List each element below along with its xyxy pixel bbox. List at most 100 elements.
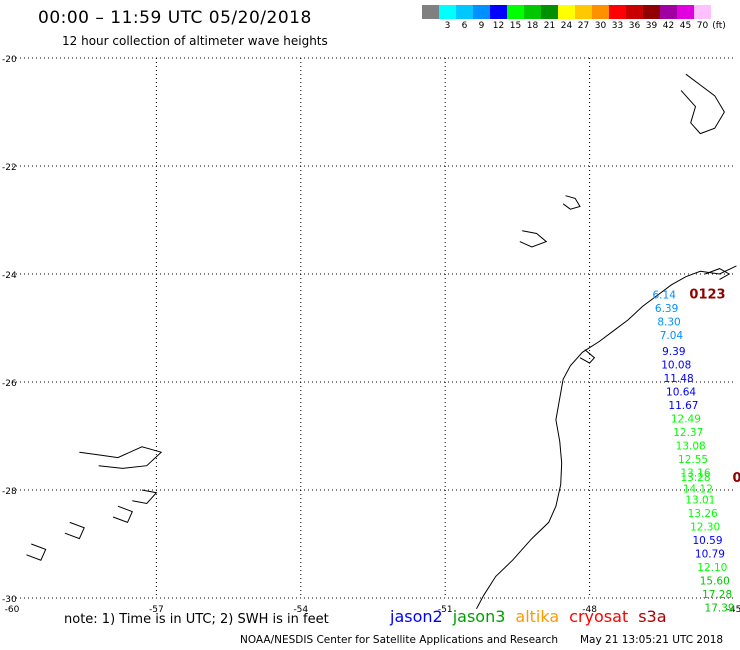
legend-swatch [473, 5, 490, 19]
legend-swatch [439, 5, 456, 19]
wave-height-label: 13.01 [685, 495, 715, 507]
grid-layer [12, 57, 734, 599]
legend-swatch [592, 5, 609, 19]
wave-height-label: 10.59 [692, 535, 722, 547]
legend-swatch [456, 5, 473, 19]
legend-swatch [507, 5, 524, 19]
island-outline [64, 521, 85, 540]
legend-tick-label: 39 [645, 21, 658, 31]
legend-tick-label: 3 [444, 21, 451, 31]
legend-tick-label: 30 [594, 21, 607, 31]
satellite-label: jason2 [390, 607, 443, 626]
wave-height-label: 17.39 [705, 603, 735, 615]
legend-tick-label: 9 [478, 21, 485, 31]
wave-height-label: 12.10 [697, 562, 727, 574]
satellite-label: s3a [638, 607, 667, 626]
wave-height-label: 13.26 [688, 508, 718, 520]
legend-swatch [677, 5, 694, 19]
legend-swatch [490, 5, 507, 19]
y-tick-label: -28 [2, 487, 17, 497]
legend-swatches [422, 5, 740, 19]
legend-tick-label: 24 [560, 21, 573, 31]
island-outline [112, 505, 134, 524]
wave-height-label: 6.39 [655, 303, 678, 315]
wave-height-label: 11.48 [664, 373, 694, 385]
legend-swatch [626, 5, 643, 19]
legend-swatch [422, 5, 439, 19]
legend-swatch [609, 5, 626, 19]
tick-layer: -60 -57 -54 -51 -48 -45 -20 -22 -24 -26 -28 -30 [2, 55, 740, 615]
y-tick-label: -20 [2, 55, 17, 65]
legend-tick-label: 21 [543, 21, 556, 31]
legend-tick-label: 33 [611, 21, 624, 31]
color-legend: 3 6 9 12 15 18 21 24 27 30 33 36 39 42 45 70 (ft) [422, 5, 740, 33]
legend-tick-label: 70 [696, 21, 709, 31]
wave-height-label: 17.28 [702, 589, 732, 601]
legend-tick-label: 42 [662, 21, 675, 31]
credit-text: NOAA/NESDIS Center for Satellite Applica… [240, 634, 558, 646]
coastline [476, 265, 737, 610]
pass-label: 0123 [689, 287, 725, 302]
legend-labels: 3 6 9 12 15 18 21 24 27 30 33 36 39 42 45 70 (ft) [422, 19, 740, 33]
legend-tick-label: 27 [577, 21, 590, 31]
island-outline [79, 446, 163, 469]
x-tick-label: -54 [293, 605, 308, 615]
x-tick-label: -57 [149, 605, 164, 615]
wave-height-label: 13.08 [676, 441, 706, 453]
land-outline [680, 73, 725, 135]
satellite-label: altika [515, 607, 560, 626]
x-tick-label: -51 [438, 605, 453, 615]
wave-height-label: 13.28 [680, 472, 710, 484]
land-outline [562, 195, 581, 210]
wave-height-label: 6.14 [653, 289, 677, 301]
wave-height-label: 15.60 [700, 576, 730, 588]
pass-labels: 0123 012 [689, 287, 740, 486]
x-tick-label: -48 [582, 605, 597, 615]
coastline-layer [26, 73, 737, 610]
wave-height-label: 12.37 [673, 427, 703, 439]
satellite-legend: jason2 jason3 altika cryosat s3a [390, 607, 677, 626]
satellite-label: jason3 [452, 607, 506, 626]
wave-height-label: 12.55 [678, 454, 708, 466]
wave-height-label: 12.49 [671, 414, 701, 426]
y-tick-label: -30 [2, 595, 17, 605]
legend-swatch [694, 5, 711, 19]
x-tick-label: -45 [727, 605, 740, 615]
x-tick-label: -60 [5, 605, 20, 615]
legend-swatch [524, 5, 541, 19]
satellite-label: cryosat [569, 607, 629, 626]
legend-unit: (ft) [712, 21, 726, 31]
wave-height-label: 11.67 [668, 400, 698, 412]
wave-height-label: 12.30 [690, 522, 720, 534]
land-outline [579, 349, 596, 364]
legend-tick-label: 45 [679, 21, 692, 31]
legend-tick-label: 18 [526, 21, 539, 31]
page-title: 00:00 – 11:59 UTC 05/20/2018 [38, 8, 312, 28]
wave-height-label: 10.79 [695, 549, 725, 561]
legend-tick-label: 15 [509, 21, 522, 31]
wave-height-label: 13.16 [680, 468, 710, 480]
legend-swatch [558, 5, 575, 19]
legend-swatch [575, 5, 592, 19]
page-subtitle: 12 hour collection of altimeter wave hei… [62, 34, 328, 48]
wave-height-label: 14.12 [683, 484, 713, 496]
footnote: note: 1) Time is in UTC; 2) SWH is in fe… [64, 612, 329, 627]
y-tick-label: -26 [2, 379, 17, 389]
y-tick-label: -22 [2, 163, 17, 173]
land-outline [704, 268, 731, 280]
generated-timestamp: May 21 13:05:21 UTC 2018 [580, 634, 724, 646]
island-outline [26, 543, 47, 561]
island-outline [132, 489, 158, 505]
wave-height-label: 9.39 [662, 346, 685, 358]
legend-tick-label: 12 [492, 21, 505, 31]
legend-tick-label: 36 [628, 21, 641, 31]
pass-label: 012 [732, 471, 740, 486]
land-outline [519, 230, 548, 248]
wave-height-label: 8.30 [657, 316, 680, 328]
wave-height-label: 7.04 [660, 330, 684, 342]
legend-swatch [541, 5, 558, 19]
wave-height-label: 10.64 [666, 387, 696, 399]
